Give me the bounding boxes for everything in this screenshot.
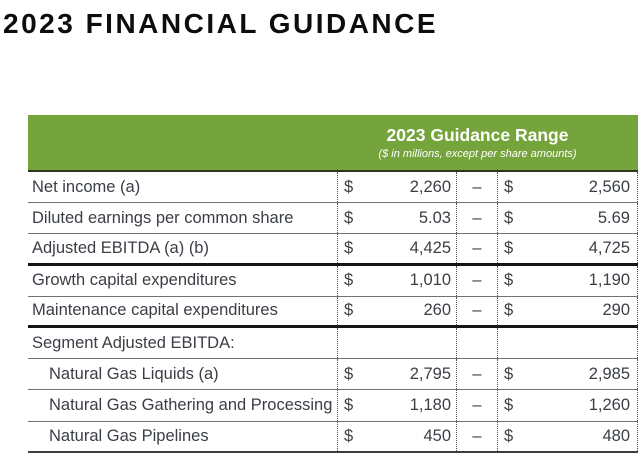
low-value: 450 — [423, 426, 451, 445]
range-dash-cell: – — [457, 266, 497, 296]
guidance-table: 2023 Guidance Range ($ in millions, exce… — [28, 115, 638, 453]
low-value: 4,425 — [409, 238, 451, 257]
low-value-cell: $4,425 — [337, 234, 457, 263]
range-dash: – — [472, 364, 482, 383]
low-value-cell: $2,795 — [337, 359, 457, 390]
table-row: Diluted earnings per common share $5.03– $… — [28, 203, 638, 235]
currency-symbol: $ — [344, 271, 354, 290]
range-dash: – — [472, 177, 482, 196]
low-value-cell: $5.03 — [337, 203, 457, 234]
high-value: 1,260 — [588, 395, 630, 414]
currency-symbol: $ — [504, 177, 514, 196]
low-value: 5.03 — [418, 208, 451, 227]
row-label: Growth capital expenditures — [32, 271, 237, 290]
high-value: 1,190 — [588, 271, 630, 290]
currency-symbol: $ — [344, 238, 354, 257]
currency-symbol: $ — [344, 426, 354, 445]
range-dash-cell: – — [457, 234, 497, 262]
high-value-cell: $1,190 — [497, 265, 638, 296]
row-label: Adjusted EBITDA (a) (b) — [32, 238, 209, 257]
high-value: 5.69 — [597, 208, 630, 227]
header-title: 2023 Guidance Range — [386, 124, 569, 145]
range-dash: – — [472, 238, 482, 257]
header-subtitle: ($ in millions, except per share amounts… — [378, 148, 577, 161]
currency-symbol: $ — [504, 364, 514, 383]
range-dash-cell: – — [457, 172, 497, 202]
high-value-cell: $290 — [497, 296, 638, 325]
section-label: Segment Adjusted EBITDA: — [32, 333, 235, 352]
high-value-cell: $5.69 — [497, 203, 638, 234]
table-row: Natural Gas Gathering and Processing $1,1… — [28, 390, 638, 422]
high-value: 2,985 — [588, 364, 630, 383]
header-text-block: 2023 Guidance Range ($ in millions, exce… — [331, 115, 638, 170]
low-value-cell: $1,180 — [337, 390, 457, 421]
table-row: Adjusted EBITDA (a) (b) $4,425– $4,725 — [28, 234, 638, 266]
currency-symbol: $ — [344, 177, 354, 196]
currency-symbol: $ — [344, 364, 354, 383]
range-dash-cell — [457, 328, 497, 358]
low-value: 2,795 — [409, 364, 451, 383]
high-value-cell: $4,725 — [497, 234, 638, 263]
currency-symbol: $ — [504, 238, 514, 257]
table-row: Natural Gas Liquids (a) $2,795– $2,985 — [28, 359, 638, 391]
table-row: Net income (a) $2,260– $2,560 — [28, 172, 638, 204]
range-dash: – — [472, 426, 482, 445]
high-value-cell: $2,985 — [497, 359, 638, 390]
low-value: 260 — [423, 301, 451, 320]
currency-symbol: $ — [344, 301, 354, 320]
low-value: 1,010 — [409, 271, 451, 290]
range-dash-cell: – — [457, 390, 497, 420]
range-dash: – — [472, 271, 482, 290]
high-value: 290 — [602, 301, 630, 320]
page-title: 2023 FINANCIAL GUIDANCE — [3, 8, 439, 39]
high-value-cell — [497, 327, 638, 359]
range-dash-cell: – — [457, 297, 497, 325]
row-label: Natural Gas Pipelines — [49, 426, 209, 445]
range-dash-cell: – — [457, 422, 497, 451]
row-label: Net income (a) — [32, 177, 141, 196]
range-dash-cell: – — [457, 203, 497, 233]
table-row: Growth capital expenditures $1,010– $1,190 — [28, 265, 638, 297]
currency-symbol: $ — [504, 271, 514, 290]
row-label: Diluted earnings per common share — [32, 208, 294, 227]
high-value: 2,560 — [588, 177, 630, 196]
table-row: Maintenance capital expenditures $260– $29… — [28, 296, 638, 328]
low-value: 1,180 — [409, 395, 451, 414]
low-value-cell: $2,260 — [337, 172, 457, 203]
row-label: Natural Gas Gathering and Processing — [49, 395, 333, 414]
high-value-cell: $2,560 — [497, 172, 638, 203]
header-spacer — [28, 115, 331, 170]
table-header: 2023 Guidance Range ($ in millions, exce… — [28, 115, 638, 172]
high-value: 4,725 — [588, 238, 630, 257]
currency-symbol: $ — [344, 208, 354, 227]
currency-symbol: $ — [504, 426, 514, 445]
table-body: Net income (a) $2,260– $2,560 Diluted earni… — [28, 172, 638, 453]
high-value-cell: $1,260 — [497, 390, 638, 421]
currency-symbol: $ — [344, 395, 354, 414]
low-value: 2,260 — [409, 177, 451, 196]
range-dash: – — [472, 395, 482, 414]
high-value-cell: $480 — [497, 421, 638, 451]
currency-symbol: $ — [504, 301, 514, 320]
table-row: Natural Gas Pipelines $450– $480 — [28, 421, 638, 453]
range-dash-cell: – — [457, 359, 497, 389]
range-dash: – — [472, 208, 482, 227]
low-value-cell: $1,010 — [337, 265, 457, 296]
low-value-cell: $450 — [337, 421, 457, 451]
range-dash: – — [472, 301, 482, 320]
row-label: Maintenance capital expenditures — [32, 301, 278, 320]
row-label: Natural Gas Liquids (a) — [49, 364, 219, 383]
currency-symbol: $ — [504, 395, 514, 414]
high-value: 480 — [602, 426, 630, 445]
currency-symbol: $ — [504, 208, 514, 227]
low-value-cell — [337, 327, 457, 359]
low-value-cell: $260 — [337, 296, 457, 325]
table-row: Segment Adjusted EBITDA: — [28, 327, 638, 360]
